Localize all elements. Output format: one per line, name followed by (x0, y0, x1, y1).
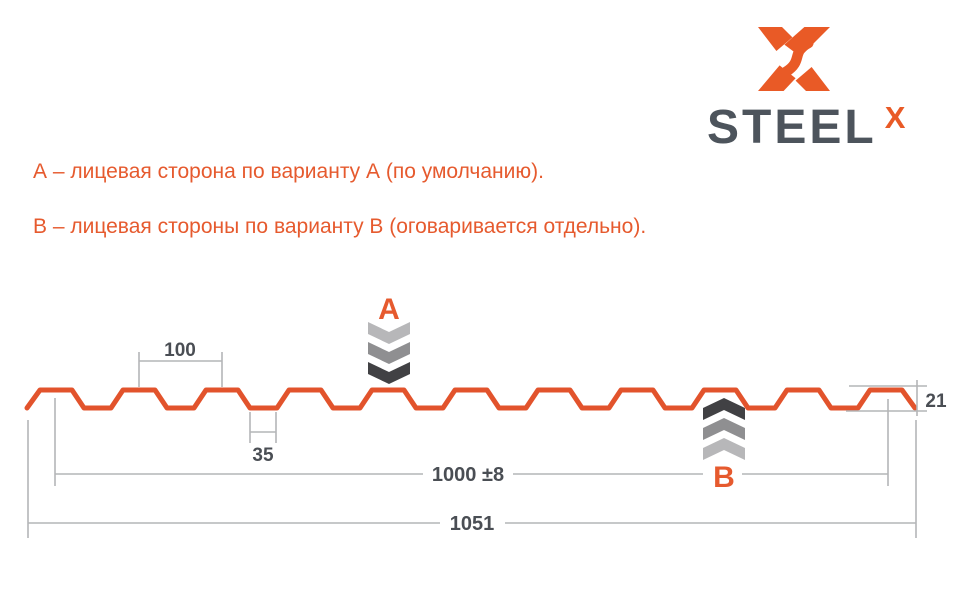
chevron-down-icon (368, 322, 410, 384)
marker-variant-b: В (703, 398, 745, 494)
dim-useful-width-1000: 1000 ±8 (54, 398, 889, 486)
note-variant-b: В – лицевая стороны по варианту В (огова… (33, 215, 647, 238)
brand-superscript-x: X (884, 100, 906, 135)
dim-label-100: 100 (164, 340, 196, 361)
chevron-band-mid (368, 342, 410, 364)
dim-label-21: 21 (925, 391, 947, 412)
dim-pitch-100: 100 (138, 340, 223, 387)
logo-s-curve (780, 37, 814, 78)
chevron-up-icon (703, 398, 745, 460)
chevron-band-light (368, 322, 410, 344)
dim-label-35: 35 (252, 445, 274, 466)
dim-valley-35: 35 (249, 412, 277, 466)
note-variant-a: А – лицевая сторона по варианту А (по ум… (33, 160, 544, 183)
marker-variant-a: А (368, 293, 410, 384)
logo-x-shapes (758, 27, 830, 91)
marker-a-letter: А (378, 293, 400, 326)
chevron-band-dark (368, 362, 410, 384)
chevron-band-mid (703, 418, 745, 440)
brand-wordmark: STEEL X (707, 100, 906, 154)
marker-b-letter: В (713, 461, 735, 494)
chevron-band-light (703, 438, 745, 460)
brand-name: STEEL (707, 101, 877, 154)
chevron-band-dark (703, 398, 745, 420)
dim-label-1000: 1000 ±8 (432, 464, 504, 486)
logo-arm-nw (758, 27, 793, 51)
brand-x-icon (758, 27, 830, 91)
dim-overall-width-1051: 1051 (27, 420, 917, 538)
logo-arm-se (795, 67, 830, 91)
dim-height-21: 21 (846, 380, 947, 416)
dim-label-1051: 1051 (450, 513, 495, 535)
sheet-profile-line (24, 387, 918, 411)
